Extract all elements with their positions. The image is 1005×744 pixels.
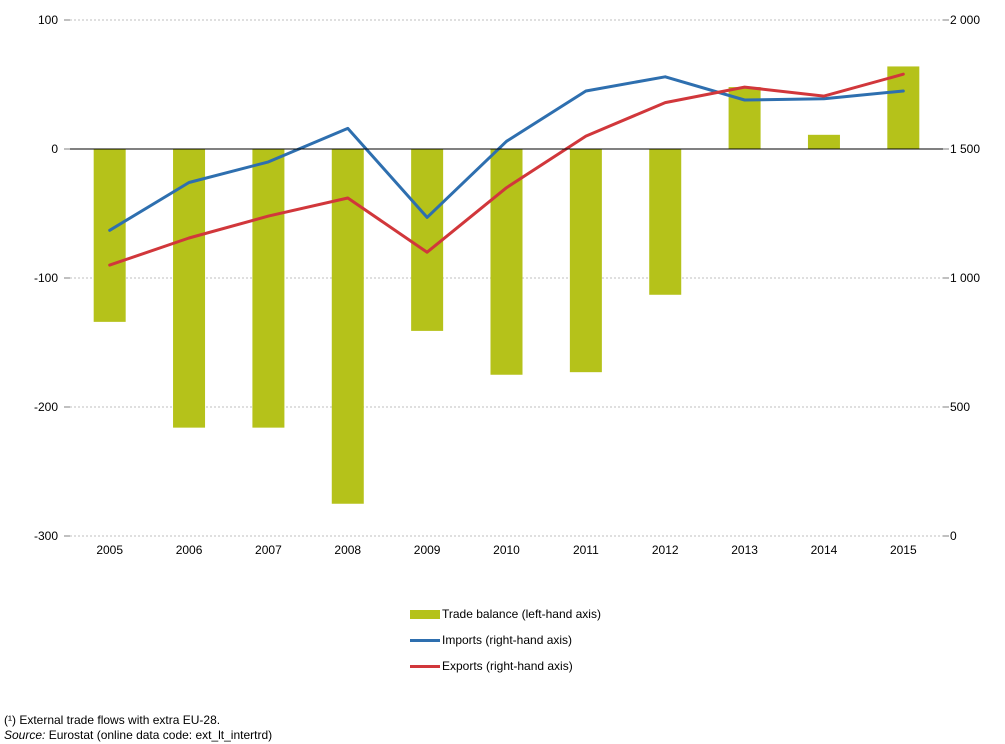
line-series: [108, 72, 905, 267]
legend-item-exports: Exports (right-hand axis): [410, 658, 573, 674]
right-axis-ticks: 2 000 1 500 1 000 500 0: [950, 13, 980, 543]
footnote: (¹) External trade flows with extra EU-2…: [4, 713, 221, 727]
legend-label-exports: Exports (right-hand axis): [442, 659, 573, 673]
left-tick-label: -200: [34, 400, 58, 414]
bar-2005: [93, 149, 126, 322]
bar-2015: [887, 66, 920, 149]
bar-2007: [252, 149, 285, 428]
x-tick-label: 2008: [334, 543, 361, 557]
bar-2014: [807, 134, 840, 149]
right-tick-label: 500: [950, 400, 970, 414]
legend-item-trade-balance: Trade balance (left-hand axis): [410, 606, 601, 622]
x-axis-ticks: 2005 2006 2007 2008 2009 2010 2011 2012 2013 2014…: [96, 543, 917, 557]
left-tick-label: -100: [34, 271, 58, 285]
x-tick-label: 2015: [890, 543, 917, 557]
x-tick-label: 2012: [652, 543, 679, 557]
source-text: Eurostat (online data code: ext_lt_inter…: [45, 728, 273, 742]
legend-swatch-trade-balance: [410, 609, 440, 619]
axes: [64, 19, 949, 537]
bar-2012: [649, 149, 682, 295]
imports-line: [108, 75, 905, 232]
x-tick-label: 2014: [811, 543, 838, 557]
x-tick-label: 2013: [731, 543, 758, 557]
bar-2010: [490, 149, 523, 375]
right-tick-label: 1 000: [950, 271, 980, 285]
x-tick-label: 2010: [493, 543, 520, 557]
bar-2006: [173, 149, 206, 428]
bar-2009: [411, 149, 444, 331]
left-tick-label: -300: [34, 529, 58, 543]
legend-swatch-exports: [410, 664, 440, 668]
legend-swatch-imports: [410, 638, 440, 642]
legend-label-trade-balance: Trade balance (left-hand axis): [442, 607, 601, 621]
right-tick-label: 1 500: [950, 142, 980, 156]
right-tick-label: 0: [950, 529, 957, 543]
legend-label-imports: Imports (right-hand axis): [442, 633, 573, 647]
source-label: Source:: [4, 728, 46, 742]
x-tick-label: 2011: [573, 543, 599, 557]
left-axis-ticks: 100 0 -100 -200 -300: [34, 13, 58, 543]
right-tick-label: 2 000: [950, 13, 980, 27]
x-tick-label: 2007: [255, 543, 282, 557]
bar-2011: [569, 149, 602, 373]
bar-2008: [331, 149, 364, 504]
x-tick-label: 2005: [96, 543, 123, 557]
source-line: Source: Eurostat (online data code: ext_…: [4, 728, 272, 743]
trade-balance-bars: [93, 66, 920, 504]
x-tick-label: 2006: [176, 543, 203, 557]
left-tick-label: 100: [38, 13, 58, 27]
x-tick-label: 2009: [414, 543, 441, 557]
legend-item-imports: Imports (right-hand axis): [410, 632, 572, 648]
exports-line: [108, 72, 905, 267]
left-tick-label: 0: [51, 142, 58, 156]
